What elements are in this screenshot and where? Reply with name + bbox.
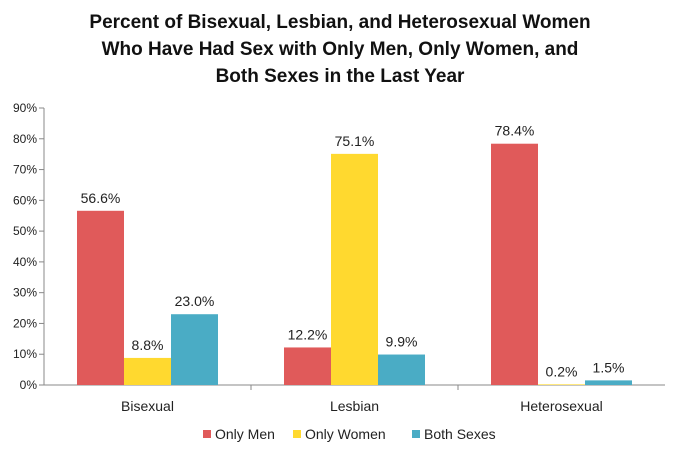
bar <box>331 153 378 385</box>
y-tick-label: 90% <box>13 101 37 115</box>
y-tick-label: 20% <box>13 316 37 330</box>
legend-swatch <box>412 430 420 438</box>
chart-title: Percent of Bisexual, Lesbian, and Hetero… <box>89 12 590 87</box>
chart-title-line-3: Both Sexes in the Last Year <box>216 66 465 87</box>
y-tick-label: 40% <box>13 255 37 269</box>
bar-value-label: 0.2% <box>546 363 578 379</box>
legend-label: Only Men <box>215 426 275 442</box>
x-category-label: Heterosexual <box>520 398 603 414</box>
bars <box>77 143 632 385</box>
axes: 0% 10% 20% 30% 40% 50% 60% 70% 80% 90% Bisexual Les… <box>13 101 665 414</box>
bar-value-label: 1.5% <box>593 359 625 375</box>
data-labels: 56.6% 12.2% 78.4% 8.8% 75.1% 0.2% 23.0% 9.9% 1.5… <box>81 123 625 380</box>
legend-label: Both Sexes <box>424 426 496 442</box>
bar-value-label: 12.2% <box>288 326 328 342</box>
y-tick-label: 30% <box>13 286 37 300</box>
y-tick-label: 0% <box>20 378 38 392</box>
legend: Only Men Only Women Both Sexes <box>203 426 496 442</box>
bar <box>124 357 171 385</box>
bar-value-label: 23.0% <box>175 293 215 309</box>
bar-value-label: 9.9% <box>386 334 418 350</box>
bar <box>538 384 585 385</box>
y-tick-label: 60% <box>13 193 37 207</box>
y-tick-label: 70% <box>13 163 37 177</box>
bar <box>585 380 632 385</box>
bar-value-label: 78.4% <box>495 123 535 139</box>
bar <box>284 347 331 385</box>
bar <box>77 210 124 385</box>
y-tick-label: 10% <box>13 347 37 361</box>
legend-swatch <box>293 430 301 438</box>
y-tick-label: 80% <box>13 132 37 146</box>
bar-value-label: 75.1% <box>335 133 375 149</box>
bar-value-label: 56.6% <box>81 190 121 206</box>
x-category-label: Bisexual <box>121 398 174 414</box>
bar <box>171 314 218 385</box>
bar <box>378 354 425 385</box>
legend-label: Only Women <box>305 426 386 442</box>
bar <box>491 143 538 385</box>
x-category-label: Lesbian <box>330 398 379 414</box>
y-tick-label: 50% <box>13 224 37 238</box>
bar-value-label: 8.8% <box>132 337 164 353</box>
legend-swatch <box>203 430 211 438</box>
chart-title-line-1: Percent of Bisexual, Lesbian, and Hetero… <box>89 12 590 33</box>
chart-title-line-2: Who Have Had Sex with Only Men, Only Wom… <box>102 39 579 60</box>
